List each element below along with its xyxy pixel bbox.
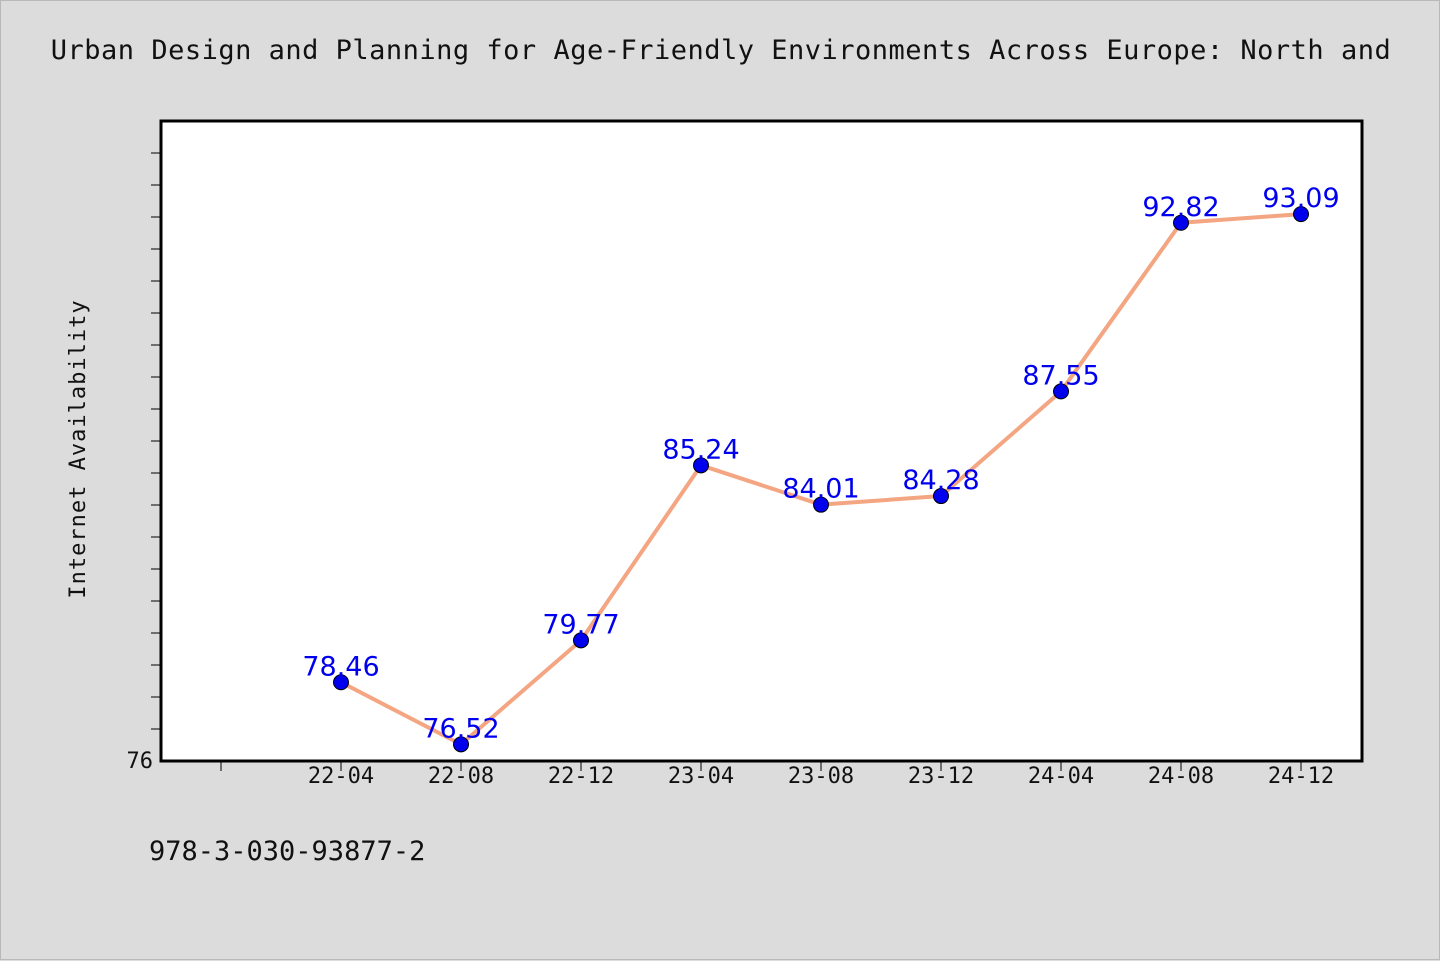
x-tick-label: 22-08 <box>428 764 494 789</box>
x-axis-ticks: 22-04 22-08 22-12 23-04 23-08 23-12 24-04 24-08… <box>220 761 1334 789</box>
data-point <box>693 457 709 474</box>
x-tick-label: 24-08 <box>1148 764 1214 789</box>
data-label: 78.46 <box>302 651 379 682</box>
data-label: 92.82 <box>1142 192 1219 223</box>
plot-area <box>159 119 1364 763</box>
x-tick-label: 22-04 <box>308 764 374 789</box>
data-label: 87.55 <box>1022 360 1099 391</box>
data-point <box>813 496 829 513</box>
data-label: 79.77 <box>542 609 619 640</box>
chart-title: Urban Design and Planning for Age-Friend… <box>50 35 1392 66</box>
data-point <box>1053 383 1069 400</box>
x-tick-label: 22-12 <box>548 764 614 789</box>
y-axis-title: Internet Availability <box>66 299 91 598</box>
data-label: 84.28 <box>902 465 979 496</box>
data-label: 84.01 <box>782 474 859 505</box>
data-point <box>573 632 589 649</box>
y-axis-ticks <box>151 152 161 730</box>
data-label: 85.24 <box>662 434 739 465</box>
x-tick-label: 23-04 <box>668 764 734 789</box>
footer-id-text: 978-3-030-93877-2 <box>149 836 426 867</box>
data-label: 93.09 <box>1262 183 1339 214</box>
data-point <box>933 488 949 505</box>
x-tick-label: 24-04 <box>1028 764 1094 789</box>
data-point <box>453 736 469 753</box>
x-tick-label: 23-12 <box>908 764 974 789</box>
series-layer: 78.46 76.52 79.77 85.24 84.01 84.28 87.55 92.82… <box>302 183 1340 753</box>
y-tick-label: 76 <box>127 749 154 774</box>
x-tick-label: 23-08 <box>788 764 854 789</box>
data-label: 76.52 <box>422 713 499 744</box>
data-point <box>1173 214 1189 231</box>
data-point <box>1293 206 1309 223</box>
data-point <box>333 674 349 691</box>
x-tick-label: 24-12 <box>1268 764 1334 789</box>
